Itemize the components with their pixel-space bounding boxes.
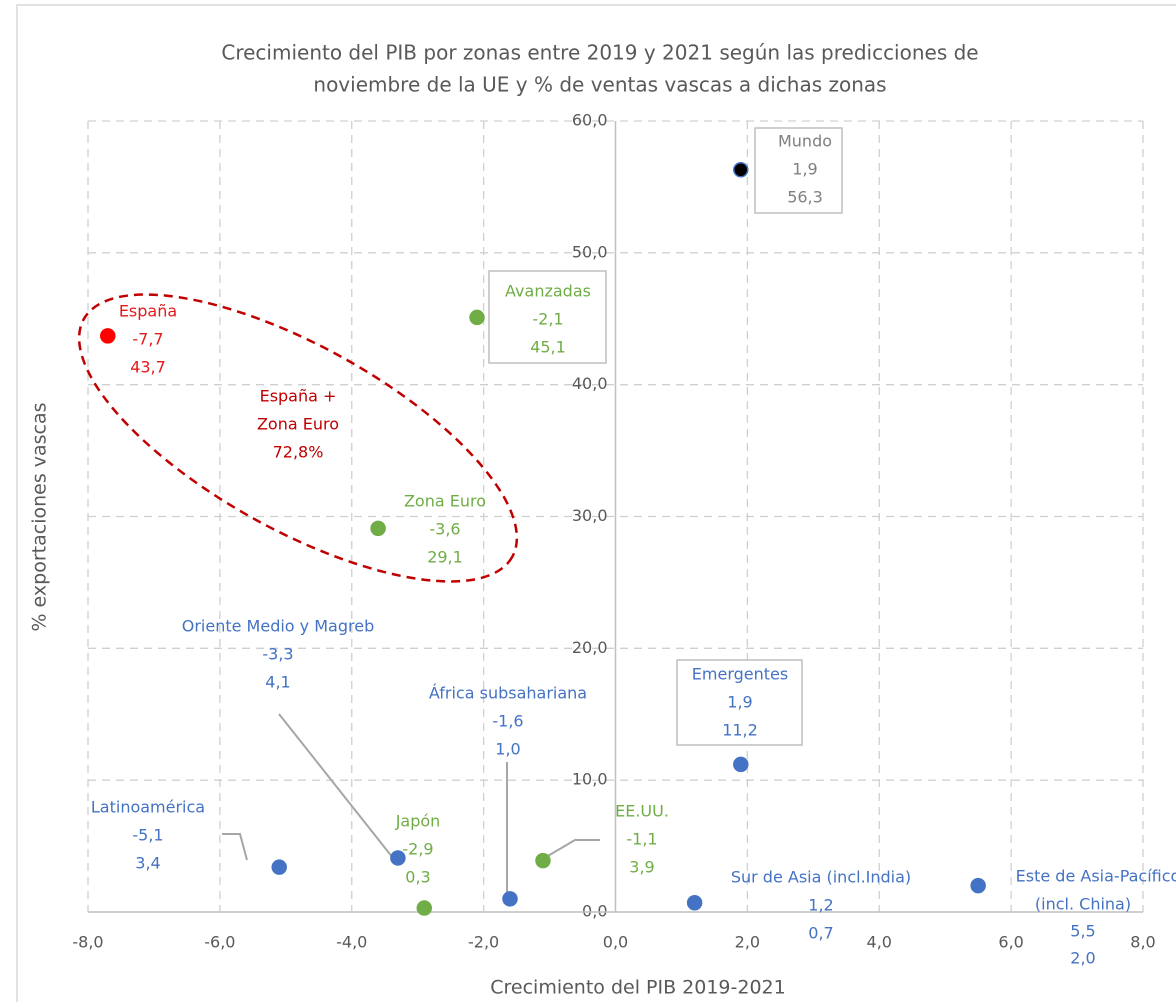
- point-name: Mundo: [778, 132, 832, 151]
- point: [390, 850, 406, 866]
- point-name: Emergentes: [692, 665, 788, 684]
- x-value-label: 5,5: [1070, 922, 1095, 941]
- point-name: (incl. China): [1035, 895, 1131, 914]
- x-value-label: -1,6: [492, 712, 523, 731]
- point-name: África subsahariana: [429, 684, 587, 703]
- x-value-label: 1,9: [792, 160, 817, 179]
- x-tick-label: -2,0: [468, 933, 499, 952]
- point-name: Sur de Asia (incl.India): [731, 868, 911, 887]
- chart-border: [16, 4, 1176, 1002]
- x-tick-label: 6,0: [998, 933, 1023, 952]
- point: [502, 891, 518, 907]
- chart-title: noviembre de la UE y % de ventas vascas …: [313, 73, 886, 97]
- point: [469, 309, 485, 326]
- point: [686, 895, 703, 911]
- point: [733, 756, 749, 773]
- y-tick-label: 20,0: [572, 638, 608, 657]
- point: [535, 852, 551, 869]
- annotation: 72,8%: [273, 443, 324, 462]
- x-value-label: -2,9: [402, 840, 433, 859]
- point: [370, 520, 386, 537]
- y-value-label: 0,3: [405, 868, 430, 887]
- x-tick-label: 8,0: [1130, 933, 1155, 952]
- y-value-label: 29,1: [427, 548, 463, 567]
- annotation: Zona Euro: [257, 415, 339, 434]
- leader-line: [540, 839, 600, 861]
- point-name: Este de Asia-Pacífico: [1016, 867, 1176, 886]
- x-value-label: -2,1: [532, 310, 563, 329]
- y-tick-label: 60,0: [572, 111, 608, 130]
- x-value-label: -3,3: [262, 645, 293, 664]
- point-name: Latinoamérica: [91, 798, 205, 817]
- point-name: EE.UU.: [615, 802, 669, 821]
- x-tick-label: 4,0: [867, 933, 892, 952]
- y-tick-label: 50,0: [572, 242, 608, 261]
- y-value-label: 0,7: [808, 924, 833, 943]
- x-tick-label: -4,0: [336, 933, 367, 952]
- annotation: España +: [260, 387, 337, 406]
- point: [416, 900, 433, 916]
- x-value-label: 1,9: [727, 693, 752, 712]
- x-tick-label: 0,0: [603, 933, 628, 952]
- y-value-label: 11,2: [722, 721, 758, 740]
- x-value-label: -3,6: [429, 520, 460, 539]
- point-name: Oriente Medio y Magreb: [182, 617, 374, 636]
- x-value-label: -5,1: [132, 826, 163, 845]
- x-tick-label: 2,0: [735, 933, 760, 952]
- point-name: Zona Euro: [404, 492, 486, 511]
- y-tick-label: 10,0: [572, 770, 608, 789]
- point: [271, 859, 287, 875]
- x-value-label: -7,7: [132, 330, 163, 349]
- y-value-label: 2,0: [1070, 949, 1095, 968]
- x-tick-label: -6,0: [204, 933, 235, 952]
- y-value-label: 43,7: [130, 358, 166, 377]
- x-value-label: 1,2: [808, 896, 833, 915]
- highlight-ellipse: [77, 293, 519, 583]
- point-name: Avanzadas: [505, 282, 591, 301]
- label-box: [754, 127, 843, 214]
- leader-line: [278, 713, 394, 859]
- point-name: España: [119, 302, 177, 321]
- y-value-label: 45,1: [530, 338, 566, 357]
- y-axis-title: % exportaciones vascas: [29, 402, 51, 631]
- leader-line: [222, 833, 248, 861]
- chart-title: Crecimiento del PIB por zonas entre 2019…: [221, 41, 978, 65]
- y-value-label: 1,0: [495, 740, 520, 759]
- y-tick-label: 40,0: [572, 374, 608, 393]
- label-box: [488, 270, 607, 364]
- x-value-label: -1,1: [626, 830, 657, 849]
- point: [100, 328, 116, 344]
- label-box: [676, 659, 803, 746]
- y-value-label: 3,9: [629, 858, 654, 877]
- y-value-label: 4,1: [265, 673, 290, 692]
- y-tick-label: 30,0: [572, 506, 608, 525]
- y-value-label: 3,4: [135, 854, 160, 873]
- x-axis-title: Crecimiento del PIB 2019-2021: [490, 977, 785, 999]
- point-name: Japón: [395, 812, 441, 831]
- x-tick-label: -8,0: [72, 933, 103, 952]
- y-value-label: 56,3: [787, 188, 823, 207]
- y-tick-label: 0,0: [582, 902, 607, 921]
- point: [970, 877, 986, 894]
- point: [733, 162, 749, 178]
